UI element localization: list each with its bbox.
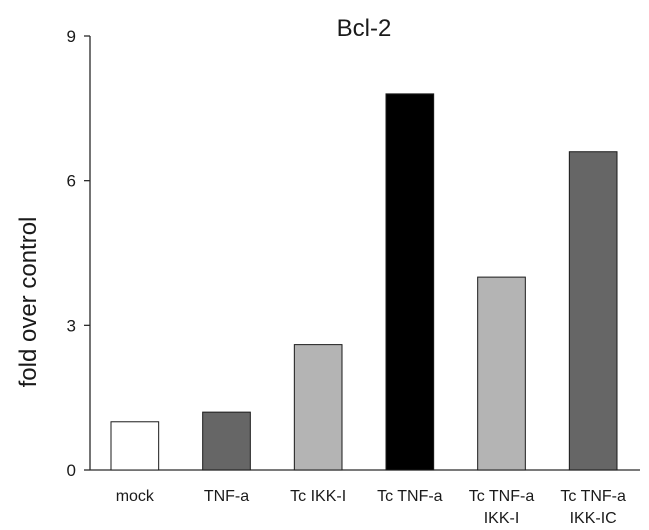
y-axis-title: fold over control [15, 217, 42, 388]
y-tick-label: 3 [67, 316, 76, 335]
bar [385, 93, 435, 471]
chart-title: Bcl-2 [337, 15, 392, 42]
y-tick-group: 0 3 6 9 [67, 27, 90, 480]
x-tick-label: IKK-IC [570, 510, 617, 527]
x-tick-label: IKK-I [484, 510, 520, 527]
x-tick-label: mock [116, 488, 155, 505]
x-tick-label: Tc TNF-a [377, 488, 443, 505]
y-tick-label: 6 [67, 172, 76, 191]
bar [202, 411, 251, 471]
x-tick-label: TNF-a [204, 488, 249, 505]
bar-group [110, 93, 618, 471]
bar [477, 276, 526, 471]
bar [110, 421, 160, 471]
y-tick-label: 0 [67, 461, 76, 480]
x-tick-label-group: mock TNF-a Tc IKK-I Tc TNF-a Tc TNF-a IKK-I Tc… [116, 488, 626, 527]
x-tick-label: Tc TNF-a [469, 488, 535, 505]
x-tick-label: Tc IKK-I [290, 488, 346, 505]
x-tick-label: Tc TNF-a [560, 488, 626, 505]
bar [568, 151, 618, 471]
y-tick-label: 9 [67, 27, 76, 46]
bar [293, 344, 343, 471]
